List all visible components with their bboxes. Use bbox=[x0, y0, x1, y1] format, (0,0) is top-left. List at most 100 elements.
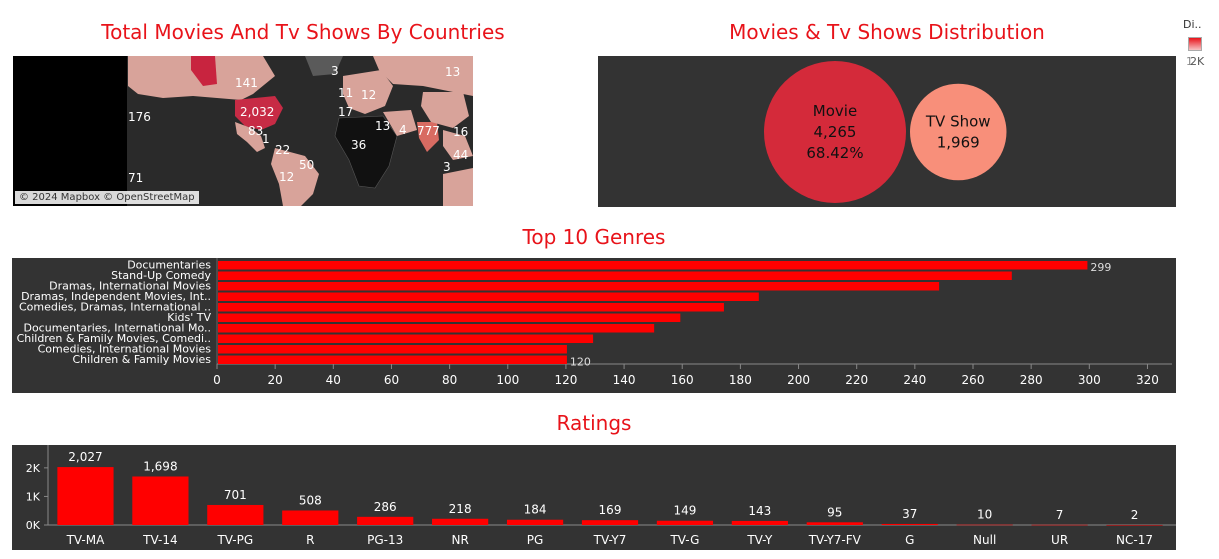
rating-category-label: TV-PG bbox=[216, 533, 253, 547]
rating-bar[interactable] bbox=[432, 518, 489, 525]
genres-tick-label: 100 bbox=[496, 373, 519, 387]
map-label: 71 bbox=[128, 171, 144, 185]
rating-value-label: 286 bbox=[374, 500, 397, 514]
ratings-panel: 0K 1K 2K 2,027 TV-MA 1,698 TV-14 701 TV-PG 508 R 28… bbox=[12, 445, 1176, 550]
mexico-region[interactable] bbox=[235, 122, 265, 152]
rating-value-label: 149 bbox=[673, 504, 696, 518]
southeast-asia-region[interactable] bbox=[443, 130, 473, 160]
map-label: 3 bbox=[331, 64, 339, 78]
bubble-tv-show[interactable] bbox=[910, 83, 1007, 181]
bubble-label: 1,969 bbox=[937, 134, 980, 152]
genre-bar[interactable] bbox=[218, 345, 567, 354]
map-svg bbox=[127, 56, 473, 206]
legend-min: 1 bbox=[1186, 55, 1193, 68]
rating-bar[interactable] bbox=[881, 523, 938, 525]
australia-region[interactable] bbox=[443, 168, 473, 206]
genre-bar[interactable] bbox=[218, 303, 724, 312]
rating-value-label: 508 bbox=[299, 493, 322, 507]
rating-bar[interactable] bbox=[956, 524, 1013, 526]
genre-label: Comedies, Dramas, International .. bbox=[19, 301, 211, 314]
rating-value-label: 701 bbox=[224, 488, 247, 502]
usa-region[interactable] bbox=[235, 96, 283, 130]
map-label: 17 bbox=[338, 105, 354, 119]
rating-bar[interactable] bbox=[132, 476, 189, 525]
genres-tick-label: 280 bbox=[1020, 373, 1043, 387]
rating-category-label: G bbox=[905, 533, 914, 547]
genre-label: Kids' TV bbox=[167, 311, 211, 324]
rating-bar[interactable] bbox=[357, 516, 414, 525]
genre-bar[interactable] bbox=[218, 292, 759, 302]
south-america-region[interactable] bbox=[271, 148, 319, 206]
rating-bar[interactable] bbox=[282, 510, 339, 525]
map-label: 12 bbox=[279, 170, 295, 184]
map-attribution[interactable]: © 2024 Mapbox © OpenStreetMap bbox=[15, 191, 199, 204]
genres-tick-label: 120 bbox=[554, 373, 577, 387]
rating-bar[interactable] bbox=[806, 522, 863, 525]
genres-tick-label: 40 bbox=[326, 373, 341, 387]
middle-east-region[interactable] bbox=[383, 110, 417, 136]
africa-region[interactable] bbox=[334, 115, 398, 189]
map-label: 12 bbox=[361, 88, 377, 102]
legend-max: 2K bbox=[1190, 55, 1205, 68]
china-region[interactable] bbox=[421, 92, 469, 128]
genre-label: Stand-Up Comedy bbox=[111, 269, 211, 282]
rating-bar[interactable] bbox=[581, 520, 639, 525]
rating-bar[interactable] bbox=[57, 467, 114, 525]
distribution-title: Movies & Tv Shows Distribution bbox=[729, 20, 1045, 44]
greenland-region[interactable] bbox=[305, 56, 343, 76]
ratings-y-tick-label: 1K bbox=[26, 490, 41, 503]
map-label: 22 bbox=[275, 143, 291, 157]
rating-value-label: 7 bbox=[1056, 508, 1064, 522]
genres-tick-label: 220 bbox=[845, 373, 868, 387]
map-label: 44 bbox=[453, 148, 469, 162]
rating-bar[interactable] bbox=[207, 504, 264, 525]
genre-bar[interactable] bbox=[218, 313, 681, 323]
genres-title: Top 10 Genres bbox=[522, 225, 666, 249]
europe-region[interactable] bbox=[343, 70, 393, 114]
genres-tick-label: 240 bbox=[903, 373, 926, 387]
map-label: 141 bbox=[235, 76, 258, 90]
genre-bar[interactable] bbox=[218, 261, 1088, 270]
genres-tick-label: 320 bbox=[1136, 373, 1159, 387]
rating-value-label: 218 bbox=[449, 502, 472, 516]
distribution-panel: Movie 4,265 68.42% TV Show 1,969 bbox=[598, 56, 1176, 207]
rating-category-label: NR bbox=[451, 533, 468, 547]
genre-label: Comedies, International Movies bbox=[38, 343, 212, 356]
rating-value-label: 2 bbox=[1131, 508, 1139, 522]
rating-value-label: 2,027 bbox=[68, 450, 102, 464]
ratings-title: Ratings bbox=[556, 411, 632, 435]
india-region[interactable] bbox=[417, 122, 439, 152]
genre-label: Children & Family Movies bbox=[72, 353, 211, 366]
genre-bar[interactable] bbox=[218, 355, 567, 365]
genre-bar[interactable] bbox=[218, 324, 655, 333]
genre-label: Children & Family Movies, Comedi.. bbox=[17, 332, 211, 345]
rating-bar[interactable] bbox=[1031, 524, 1088, 526]
rating-bar[interactable] bbox=[656, 520, 714, 525]
rating-bar[interactable] bbox=[506, 519, 564, 525]
rating-category-label: Null bbox=[973, 533, 996, 547]
map-label: 777 bbox=[417, 124, 440, 138]
map-label: 50 bbox=[299, 158, 315, 172]
bubble-chart: Movie 4,265 68.42% TV Show 1,969 bbox=[764, 61, 1007, 203]
bubble-movie[interactable] bbox=[764, 61, 906, 203]
rating-category-label: TV-Y bbox=[746, 533, 773, 547]
genres-tick-label: 160 bbox=[671, 373, 694, 387]
genre-bar[interactable] bbox=[218, 271, 1012, 281]
rating-category-label: UR bbox=[1051, 533, 1068, 547]
map-label: 1 bbox=[262, 132, 270, 146]
genre-bar[interactable] bbox=[218, 282, 940, 291]
world-map[interactable]: 176 141 2,032 83 1 22 12 50 71 13 11 12 … bbox=[13, 56, 473, 206]
ratings-y-tick-label: 2K bbox=[26, 462, 41, 475]
genre-bar[interactable] bbox=[218, 334, 594, 344]
rating-category-label: TV-Y7 bbox=[593, 533, 627, 547]
genre-label: Documentaries, International Mo.. bbox=[23, 322, 211, 335]
bubble-label: TV Show bbox=[925, 113, 991, 131]
rating-bar[interactable] bbox=[1106, 524, 1163, 526]
color-legend[interactable]: Di.. 1 2K bbox=[1183, 18, 1205, 68]
genre-label: Documentaries bbox=[127, 259, 211, 272]
alaska-region[interactable] bbox=[191, 56, 217, 86]
rating-bar[interactable] bbox=[731, 520, 788, 525]
genres-tick-label: 140 bbox=[613, 373, 636, 387]
russia-region[interactable] bbox=[373, 56, 473, 96]
